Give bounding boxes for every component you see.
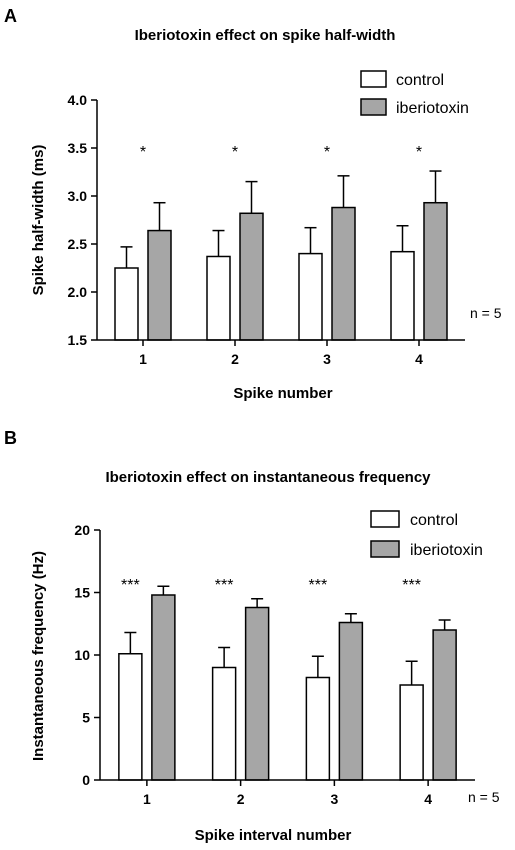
chart-a-ytick-label-3.5: 3.5 — [68, 140, 88, 156]
chart-a-ytick-label-3.0: 3.0 — [68, 188, 88, 204]
chart-a-legend-control-swatch — [360, 70, 387, 88]
chart-a: * 1 * 2 * 3 * 4 1.5 2.0 2.5 3.0 3.5 4.0 — [68, 92, 465, 367]
chart-a-ytick-label-1.5: 1.5 — [68, 332, 88, 348]
chart-b-legend-iberiotoxin-swatch — [370, 540, 400, 558]
chart-a-xlabel: Spike number — [233, 385, 332, 402]
chart-b-ytick-label-10: 10 — [74, 647, 90, 663]
chart-a-bar-control-4 — [390, 250, 415, 341]
chart-a-ylabel: Spike half-width (ms) — [30, 145, 47, 296]
chart-b-bar-iberiotoxin-4 — [432, 629, 457, 781]
chart-a-bar-iberiotoxin-1 — [147, 229, 172, 341]
chart-b-legend-control-swatch — [370, 510, 400, 528]
chart-a-bar-control-1 — [114, 267, 139, 341]
chart-b-ytick-label-0: 0 — [82, 772, 90, 788]
chart-a-xtick-label-2: 2 — [231, 351, 239, 367]
chart-b-n-note: n = 5 — [468, 789, 500, 805]
chart-a-bar-control-3 — [298, 252, 323, 341]
chart-b-significance-1: *** — [121, 577, 140, 594]
chart-a-bar-control-2 — [206, 255, 231, 341]
chart-a-ytick-label-2.5: 2.5 — [68, 236, 88, 252]
chart-a-significance-1: * — [140, 144, 146, 161]
chart-a-significance-3: * — [324, 144, 330, 161]
chart-b-ylabel: Instantaneous frequency (Hz) — [30, 551, 47, 761]
chart-b-bar-iberiotoxin-1 — [151, 594, 176, 781]
chart-b-bar-control-2 — [211, 666, 237, 781]
chart-b-significance-2: *** — [215, 577, 234, 594]
chart-b-title: Iberiotoxin effect on instantaneous freq… — [105, 469, 431, 486]
chart-b-ytick-label-20: 20 — [74, 522, 90, 538]
chart-b-ytick-label-5: 5 — [82, 710, 90, 726]
chart-b-xtick-label-4: 4 — [424, 791, 432, 807]
chart-b-xtick-label-2: 2 — [237, 791, 245, 807]
chart-a-legend-iberiotoxin-label: iberiotoxin — [396, 100, 469, 117]
chart-b-xtick-label-3: 3 — [330, 791, 338, 807]
chart-a-significance-4: * — [416, 144, 422, 161]
chart-b: *** 1 *** 2 *** 3 *** 4 0 5 10 15 20 — [74, 522, 475, 807]
chart-a-xtick-label-1: 1 — [139, 351, 147, 367]
chart-a-bar-iberiotoxin-2 — [239, 212, 264, 341]
chart-a-legend-control-label: control — [396, 72, 444, 89]
chart-b-bar-iberiotoxin-3 — [338, 621, 364, 781]
chart-a-ytick-label-4.0: 4.0 — [68, 92, 88, 108]
chart-b-xtick-label-1: 1 — [143, 791, 151, 807]
chart-b-ytick-label-15: 15 — [74, 585, 90, 601]
chart-b-legend-control-label: control — [410, 512, 458, 529]
chart-b-bar-control-3 — [305, 676, 331, 781]
chart-b-significance-3: *** — [309, 577, 328, 594]
chart-b-bar-control-1 — [118, 653, 143, 781]
chart-a-legend-iberiotoxin-swatch — [360, 98, 387, 116]
chart-b-bar-iberiotoxin-2 — [244, 606, 270, 781]
chart-a-xtick-label-3: 3 — [323, 351, 331, 367]
chart-a-title: Iberiotoxin effect on spike half-width — [135, 27, 396, 44]
chart-a-significance-2: * — [232, 144, 238, 161]
panel-letter-a: A — [4, 6, 17, 26]
chart-a-n-note: n = 5 — [470, 305, 502, 321]
chart-a-xtick-label-4: 4 — [415, 351, 423, 367]
chart-b-xlabel: Spike interval number — [195, 827, 352, 844]
chart-b-bar-control-4 — [399, 684, 424, 781]
chart-b-significance-4: *** — [402, 577, 421, 594]
chart-a-bar-iberiotoxin-3 — [331, 206, 356, 341]
chart-b-legend-iberiotoxin-label: iberiotoxin — [410, 542, 483, 559]
chart-a-bar-iberiotoxin-4 — [423, 201, 448, 341]
chart-a-ytick-label-2.0: 2.0 — [68, 284, 88, 300]
panel-letter-b: B — [4, 428, 17, 448]
